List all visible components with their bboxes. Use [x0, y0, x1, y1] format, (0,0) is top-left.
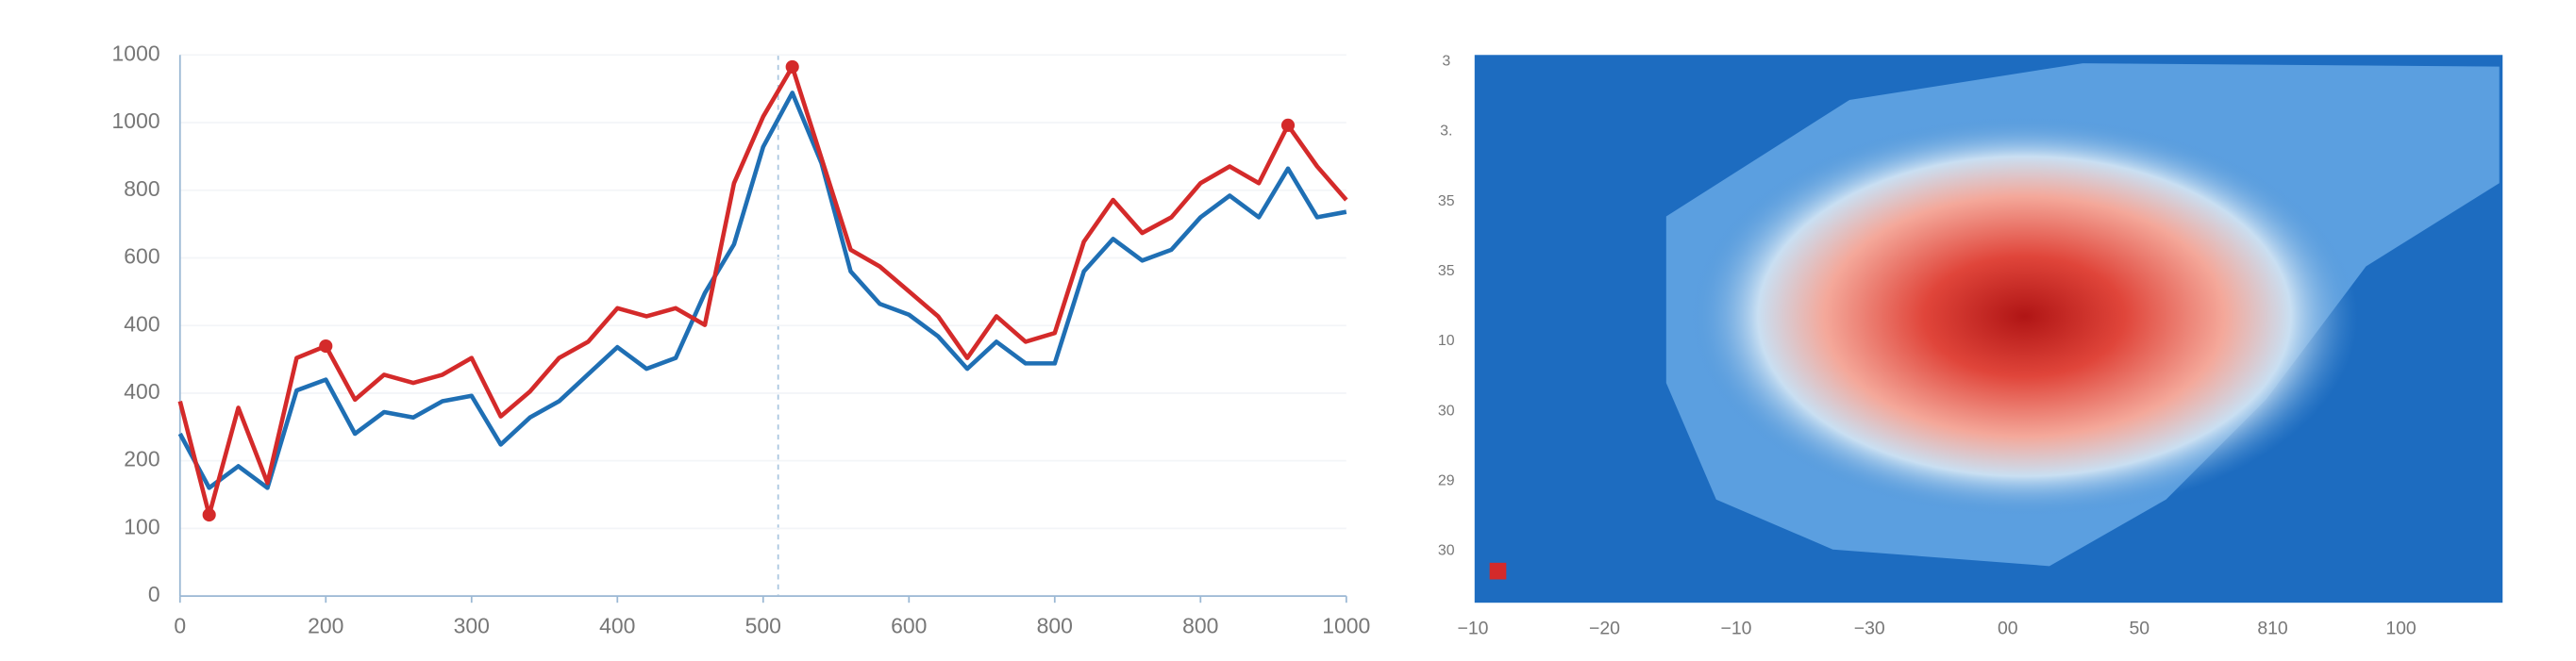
map-marker	[1489, 562, 1507, 580]
map-y-label: 10	[1438, 333, 1455, 349]
heat-blob	[1691, 116, 2358, 517]
x-tick-label: 600	[891, 614, 927, 638]
x-tick-label: 400	[599, 614, 635, 638]
y-tick-label: 600	[124, 244, 159, 269]
map-y-label: 3.	[1440, 124, 1452, 140]
map-y-label: 3	[1442, 54, 1450, 70]
map-y-label: 35	[1438, 263, 1455, 279]
map-x-label: −20	[1589, 619, 1620, 639]
point-marker	[319, 339, 333, 354]
y-tick-label: 0	[148, 582, 160, 606]
map-y-label: 35	[1438, 193, 1455, 209]
series-line	[177, 91, 1347, 490]
map-x-label: 00	[1998, 619, 2018, 639]
map-x-label: 810	[2257, 619, 2288, 639]
y-tick-label: 200	[124, 447, 159, 471]
x-tick-label: 1000	[1322, 614, 1370, 638]
point-marker	[785, 59, 799, 74]
map-x-label: −10	[1458, 619, 1489, 639]
series-line	[177, 64, 1348, 518]
map-x-label: −30	[1854, 619, 1885, 639]
map-x-label: 100	[2385, 619, 2417, 639]
x-tick-label: 300	[454, 614, 490, 638]
y-tick-label: 100	[124, 514, 159, 538]
map-y-label: 30	[1438, 543, 1455, 559]
map-x-label: 50	[2129, 619, 2149, 639]
y-tick-label: 400	[124, 311, 159, 336]
point-marker	[202, 507, 216, 522]
y-tick-label: 1000	[112, 41, 160, 65]
x-tick-label: 800	[1182, 614, 1218, 638]
x-tick-label: 500	[745, 614, 781, 638]
x-tick-label: 200	[308, 614, 343, 638]
x-tick-label: 0	[174, 614, 186, 638]
y-tick-label: 1000	[112, 108, 160, 133]
map-y-label: 29	[1438, 473, 1455, 489]
y-tick-label: 400	[124, 379, 159, 404]
point-marker	[1280, 118, 1296, 132]
map-x-label: −10	[1721, 619, 1752, 639]
map-y-label: 30	[1438, 403, 1455, 419]
y-tick-label: 800	[124, 176, 159, 201]
x-tick-label: 800	[1037, 614, 1073, 638]
